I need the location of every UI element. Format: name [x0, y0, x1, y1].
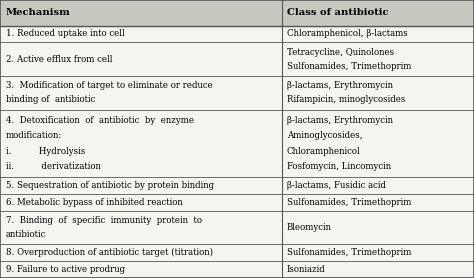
Text: β-lactams, Erythromycin: β-lactams, Erythromycin	[287, 81, 393, 90]
Text: 3.  Modification of target to eliminate or reduce: 3. Modification of target to eliminate o…	[6, 81, 212, 90]
Text: Class of antibiotic: Class of antibiotic	[287, 8, 388, 17]
Text: 1. Reduced uptake into cell: 1. Reduced uptake into cell	[6, 29, 125, 38]
Text: 8. Overproduction of antibiotic target (titration): 8. Overproduction of antibiotic target (…	[6, 248, 213, 257]
Text: Fosfomycin, Lincomycin: Fosfomycin, Lincomycin	[287, 162, 391, 171]
Text: Sulfonamides, Trimethoprim: Sulfonamides, Trimethoprim	[287, 198, 411, 207]
Text: Chloramphenicol: Chloramphenicol	[287, 147, 361, 155]
Text: 9. Failure to active prodrug: 9. Failure to active prodrug	[6, 265, 125, 274]
Text: Bleomycin: Bleomycin	[287, 223, 332, 232]
Text: Rifampicin, minoglycosides: Rifampicin, minoglycosides	[287, 95, 405, 105]
Text: i.          Hydrolysis: i. Hydrolysis	[6, 147, 85, 155]
Text: Mechanism: Mechanism	[6, 8, 71, 17]
Text: 7.  Binding  of  specific  immunity  protein  to: 7. Binding of specific immunity protein …	[6, 216, 202, 225]
Text: 6. Metabolic bypass of inhibited reaction: 6. Metabolic bypass of inhibited reactio…	[6, 198, 182, 207]
Text: β-lactams, Fusidic acid: β-lactams, Fusidic acid	[287, 181, 386, 190]
Text: binding of  antibiotic: binding of antibiotic	[6, 95, 95, 105]
Text: Chloramphenicol, β-lactams: Chloramphenicol, β-lactams	[287, 29, 408, 38]
Text: β-lactams, Erythromycin: β-lactams, Erythromycin	[287, 116, 393, 125]
Text: 4.  Detoxification  of  antibiotic  by  enzyme: 4. Detoxification of antibiotic by enzym…	[6, 116, 194, 125]
Text: ii.          derivatization: ii. derivatization	[6, 162, 100, 171]
Text: antibiotic: antibiotic	[6, 230, 46, 239]
Text: 2. Active efflux from cell: 2. Active efflux from cell	[6, 55, 112, 64]
Text: Tetracycline, Quinolones: Tetracycline, Quinolones	[287, 48, 394, 57]
Text: 5. Sequestration of antibiotic by protein binding: 5. Sequestration of antibiotic by protei…	[6, 181, 214, 190]
Text: modification:: modification:	[6, 131, 62, 140]
Text: Aminoglycosides,: Aminoglycosides,	[287, 131, 363, 140]
Text: Sulfonamides, Trimethoprim: Sulfonamides, Trimethoprim	[287, 248, 411, 257]
Bar	[0, 0, 474, 26]
Text: Isoniazid: Isoniazid	[287, 265, 326, 274]
Text: Sulfonamides, Trimethoprim: Sulfonamides, Trimethoprim	[287, 62, 411, 71]
